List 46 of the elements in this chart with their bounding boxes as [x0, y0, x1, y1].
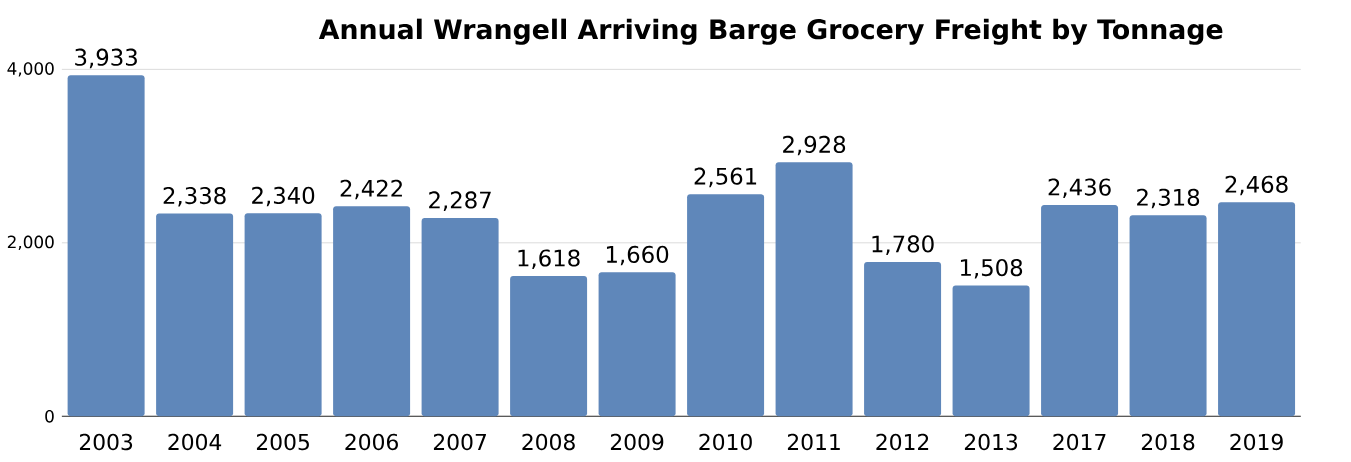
bar [952, 285, 1030, 417]
x-tick-label: 2007 [433, 433, 486, 451]
x-tick-label: 2018 [1141, 433, 1195, 451]
x-tick-label: 2012 [876, 433, 929, 451]
x-tick-label: 2008 [522, 433, 575, 451]
data-label: 2,318 [1137, 188, 1200, 209]
y-tick-label: 4,000 [7, 62, 54, 77]
x-tick-label: 2010 [699, 433, 752, 451]
data-label: 2,338 [163, 187, 226, 207]
bar [244, 213, 322, 417]
x-tick-label: 2005 [256, 433, 309, 451]
bar [1041, 205, 1119, 417]
bar [864, 261, 942, 417]
data-label: 2,468 [1225, 175, 1288, 196]
x-tick-label: 2003 [79, 433, 133, 451]
x-tick-label: 2009 [610, 433, 664, 451]
x-tick-label: 2004 [168, 433, 222, 451]
data-label: 2,928 [783, 135, 846, 156]
bar [67, 75, 145, 417]
data-label: 1,660 [606, 245, 669, 266]
bar [775, 162, 853, 417]
bar [510, 276, 588, 417]
data-label: 2,422 [340, 179, 402, 200]
y-tick-label: 2,000 [7, 235, 54, 251]
bar [1129, 215, 1207, 417]
x-tick-label: 2013 [964, 433, 1018, 451]
data-label: 2,287 [429, 191, 491, 211]
data-label: 3,933 [75, 48, 137, 69]
x-tick-label: 2006 [345, 433, 398, 451]
data-label: 1,780 [872, 235, 934, 255]
x-tick-label: 2017 [1053, 433, 1106, 451]
y-tick-label: 0 [45, 409, 54, 423]
bar [333, 206, 411, 417]
bar [687, 194, 765, 417]
bar [156, 213, 234, 417]
data-label: 1,508 [960, 258, 1023, 279]
bar [598, 272, 676, 417]
x-tick-label: 2011 [787, 433, 840, 451]
data-label: 2,340 [252, 186, 315, 207]
data-label: 2,436 [1048, 178, 1111, 199]
chart-title: Annual Wrangell Arriving Barge Grocery Freight by Tonnage [318, 18, 1223, 45]
x-tick-label: 2019 [1230, 433, 1283, 451]
data-label: 2,561 [694, 167, 757, 188]
bar [1218, 202, 1296, 417]
data-label: 1,618 [518, 249, 580, 270]
bar [421, 218, 499, 417]
